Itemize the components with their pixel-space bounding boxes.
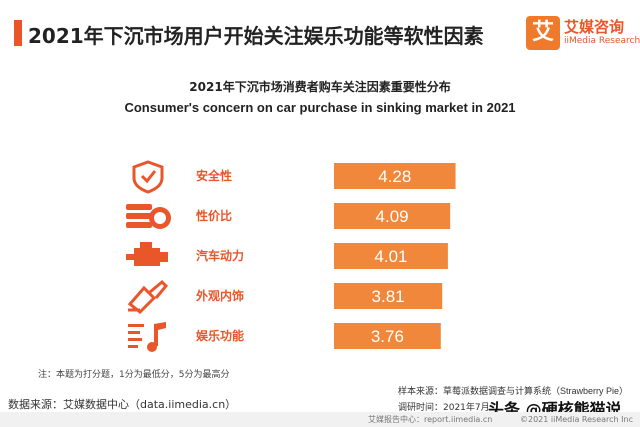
shield-check-icon bbox=[132, 160, 164, 194]
title-accent-bar bbox=[14, 20, 22, 46]
bar-value-label: 4.01 bbox=[374, 247, 407, 266]
chart-subtitle: Consumer's concern on car purchase in si… bbox=[124, 100, 516, 115]
category-label: 性价比 bbox=[195, 208, 232, 223]
footer-report-center: 艾媒报告中心：report.iimedia.cn bbox=[368, 415, 493, 424]
logo-mark: 艾 bbox=[526, 16, 560, 50]
footer-copyright: ©2021 iiMedia Research Inc bbox=[520, 415, 633, 424]
bar bbox=[334, 323, 441, 349]
money-coins-icon bbox=[126, 204, 171, 229]
paint-brush-icon bbox=[127, 279, 169, 315]
bar-value-label: 3.76 bbox=[371, 327, 404, 346]
footer: 艾媒报告中心：report.iimedia.cn ©2021 iiMedia R… bbox=[0, 412, 640, 427]
bar bbox=[334, 283, 443, 309]
chart-title: 2021年下沉市场消费者购车关注因素重要性分布 bbox=[189, 80, 451, 94]
logo-name: 艾媒咨询 bbox=[564, 18, 625, 36]
bar-chart: 安全性 4.28 性价比 4.09 汽车动力 4.01 外观内饰 3.81 娱乐功能 3.76 bbox=[126, 160, 456, 352]
data-source: 数据来源：艾媒数据中心（data.iimedia.cn） bbox=[8, 398, 237, 411]
survey-period: 调研时间：2021年7月 bbox=[398, 403, 490, 413]
page-title: 2021年下沉市场用户开始关注娱乐功能等软性因素 bbox=[28, 24, 484, 48]
category-label: 娱乐功能 bbox=[196, 328, 244, 343]
bar bbox=[334, 243, 448, 269]
chart-note: 注：本题为打分题，1分为最低分，5分为最高分 bbox=[38, 370, 230, 380]
brand-logo: 艾 艾媒咨询 iiMedia Research bbox=[526, 14, 640, 54]
bar-value-label: 3.81 bbox=[372, 287, 405, 306]
category-label: 外观内饰 bbox=[196, 288, 244, 303]
bar bbox=[334, 203, 451, 229]
engine-icon bbox=[126, 242, 168, 266]
music-note-icon bbox=[128, 322, 166, 352]
bar-value-label: 4.09 bbox=[376, 207, 409, 226]
category-label: 汽车动力 bbox=[196, 248, 244, 263]
sample-source: 样本来源：草莓派数据调查与计算系统（Strawberry Pie） bbox=[398, 386, 629, 396]
logo-subtitle: iiMedia Research bbox=[564, 36, 640, 46]
bar bbox=[334, 163, 456, 189]
category-label: 安全性 bbox=[196, 168, 232, 183]
header: 2021年下沉市场用户开始关注娱乐功能等软性因素 艾 艾媒咨询 iiMedia … bbox=[0, 0, 640, 62]
bar-value-label: 4.28 bbox=[378, 167, 411, 186]
